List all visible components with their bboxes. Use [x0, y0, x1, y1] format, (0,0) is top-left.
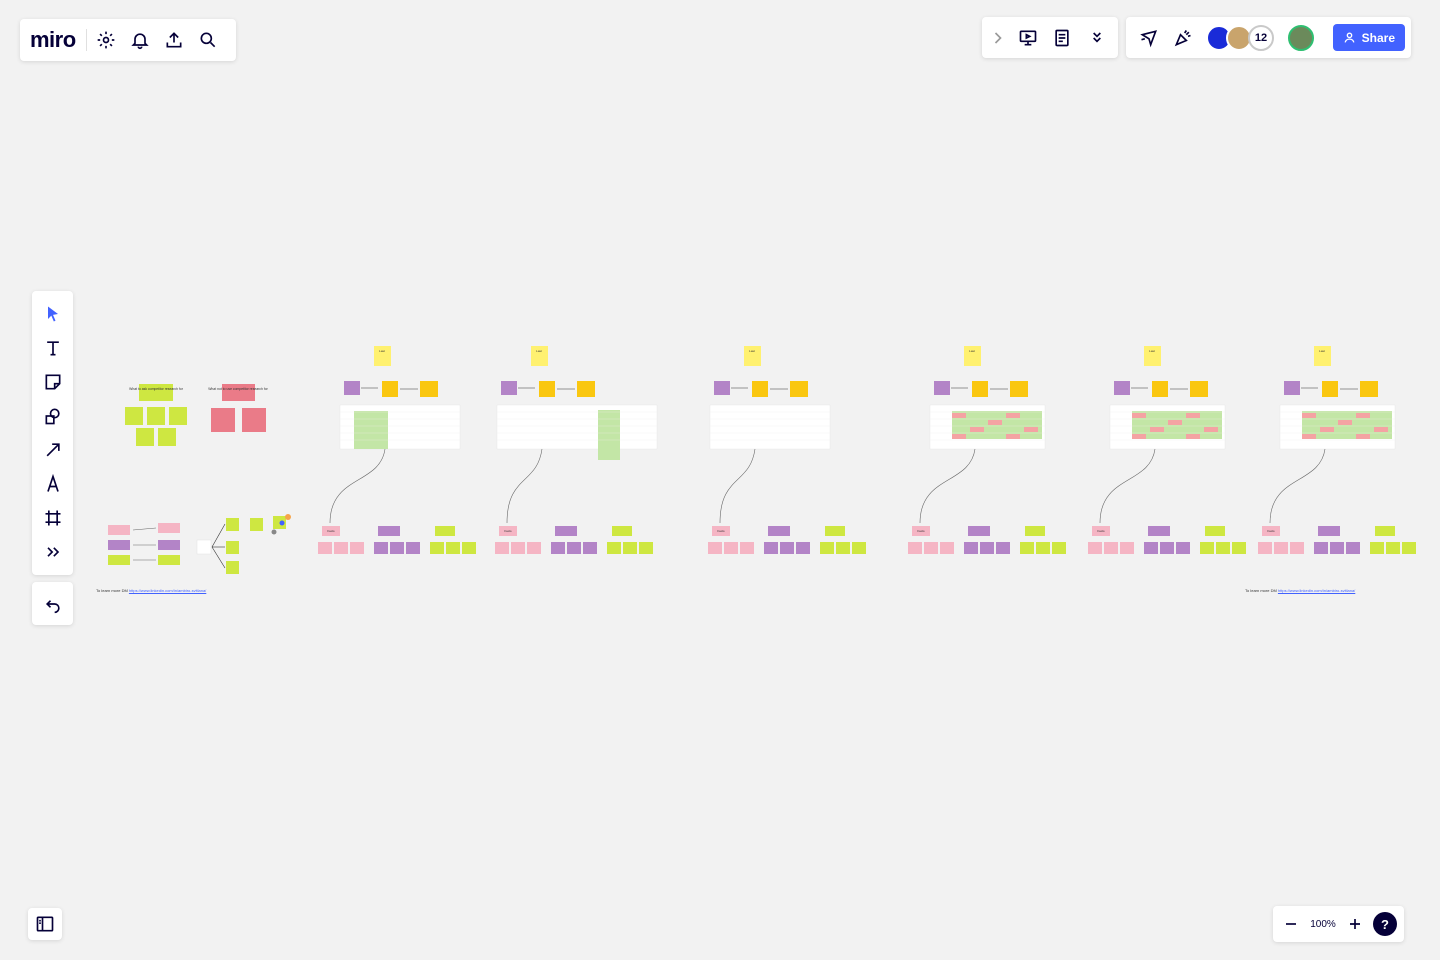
template-section: Last Facts	[318, 346, 476, 554]
share-label: Share	[1361, 30, 1395, 45]
intro-section: What to ask competitor research for What…	[125, 384, 269, 446]
minus-icon[interactable]	[1277, 907, 1305, 941]
undo-panel	[32, 582, 73, 625]
flow-diagram	[108, 514, 291, 574]
template-section: Last Facts	[1258, 346, 1416, 554]
sticky-text: Last	[1149, 349, 1155, 353]
upload-icon[interactable]	[157, 23, 191, 57]
double-chevron-right-icon[interactable]	[36, 535, 70, 569]
sticky-note	[139, 384, 173, 401]
template-section: Last Facts	[908, 346, 1066, 554]
sticky-text: Last	[536, 349, 542, 353]
sticky-text: Last	[969, 349, 975, 353]
sticky-text: What to ask competitor research for	[129, 387, 184, 391]
chevron-right-icon[interactable]	[986, 21, 1010, 55]
avatar[interactable]	[1288, 24, 1314, 51]
sticky-text: Last	[1319, 349, 1325, 353]
linkedin-link[interactable]: https://www.linkedin.com/in/ambiro-svitl…	[1277, 588, 1356, 593]
pen-icon[interactable]	[36, 467, 70, 501]
arrow-icon[interactable]	[36, 433, 70, 467]
board-footnote: To learn more DM https://www.linkedin.co…	[96, 588, 207, 593]
zoom-level[interactable]: 100%	[1310, 918, 1336, 930]
search-icon[interactable]	[191, 23, 225, 57]
sticky-text: Last	[379, 349, 385, 353]
creation-toolbar	[32, 291, 73, 575]
main-menu-panel: miro	[20, 19, 236, 61]
chevrons-down-icon[interactable]	[1080, 21, 1114, 55]
sticky-text: Facts	[1267, 529, 1275, 533]
user-icon	[1344, 32, 1355, 43]
divider	[85, 29, 87, 51]
notes-icon[interactable]	[1045, 21, 1079, 55]
sticky-text: Facts	[1097, 529, 1105, 533]
presentation-icon[interactable]	[1011, 21, 1045, 55]
party-icon[interactable]	[1166, 21, 1200, 55]
collaboration-panel: 12 Share	[1126, 17, 1411, 58]
shapes-icon[interactable]	[36, 399, 70, 433]
cursor-icon[interactable]	[1132, 21, 1166, 55]
sticky-text: What not to use competitor research for	[208, 387, 268, 391]
template-section: Last Facts	[495, 346, 658, 554]
miro-logo[interactable]: miro	[30, 27, 76, 52]
bell-icon[interactable]	[123, 23, 157, 57]
sticky-note-icon[interactable]	[36, 365, 70, 399]
board-tools-panel	[982, 17, 1118, 58]
sticky-text: Last	[749, 349, 755, 353]
undo-icon[interactable]	[36, 587, 70, 621]
pointer-icon[interactable]	[36, 297, 70, 331]
collaborator-count-badge[interactable]: 12	[1248, 24, 1274, 51]
template-section: Last Facts	[708, 346, 866, 554]
frame-icon[interactable]	[36, 501, 70, 535]
sticky-text: Facts	[504, 529, 512, 533]
sticky-text: Facts	[717, 529, 725, 533]
sidebar-icon[interactable]	[28, 908, 62, 940]
linkedin-link[interactable]: https://www.linkedin.com/in/ambiro-svitl…	[128, 588, 207, 593]
text-icon[interactable]	[36, 331, 70, 365]
avatar[interactable]	[1226, 24, 1252, 51]
sticky-text: Facts	[917, 529, 925, 533]
sticky-text: Facts	[327, 529, 335, 533]
board-footnote: To learn more DM https://www.linkedin.co…	[1245, 588, 1356, 593]
template-section: Last Facts	[1088, 346, 1246, 554]
zoom-panel: 100% ?	[1273, 906, 1404, 942]
plus-icon[interactable]	[1341, 907, 1369, 941]
help-button[interactable]: ?	[1373, 912, 1397, 936]
gear-icon[interactable]	[89, 23, 123, 57]
share-button[interactable]: Share	[1332, 24, 1405, 51]
